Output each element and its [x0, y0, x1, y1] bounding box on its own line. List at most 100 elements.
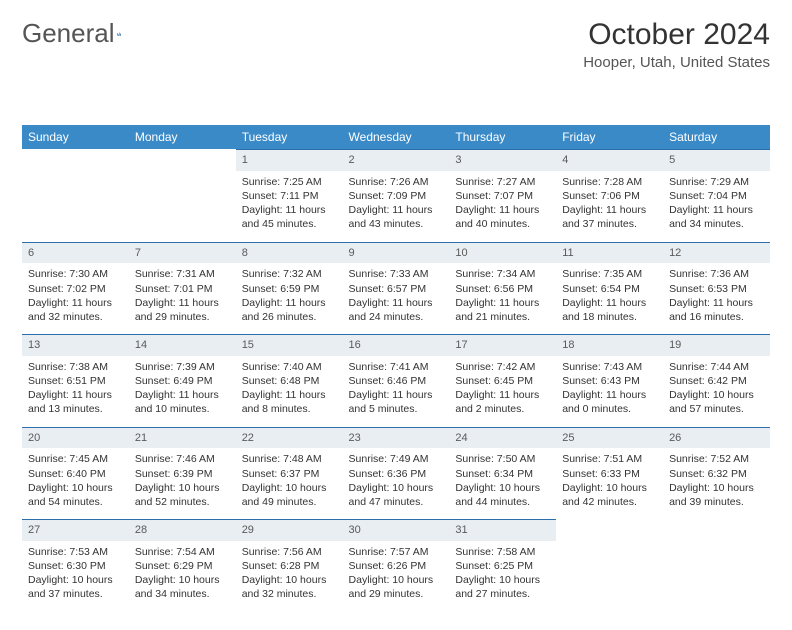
day-number: 20 [22, 427, 129, 449]
day-content: Sunrise: 7:44 AMSunset: 6:42 PMDaylight:… [663, 356, 770, 427]
calendar-day-cell: 20Sunrise: 7:45 AMSunset: 6:40 PMDayligh… [22, 427, 129, 520]
calendar-week-row: 13Sunrise: 7:38 AMSunset: 6:51 PMDayligh… [22, 334, 770, 427]
calendar-day-cell: 21Sunrise: 7:46 AMSunset: 6:39 PMDayligh… [129, 427, 236, 520]
sunrise-text: Sunrise: 7:35 AM [562, 267, 657, 281]
sunset-text: Sunset: 6:57 PM [349, 282, 444, 296]
sunrise-text: Sunrise: 7:28 AM [562, 175, 657, 189]
daylight-text: Daylight: 10 hours [562, 481, 657, 495]
daylight-text: and 34 minutes. [669, 217, 764, 231]
brand-part2: Blue [0, 84, 770, 115]
calendar-day-cell: 10Sunrise: 7:34 AMSunset: 6:56 PMDayligh… [449, 242, 556, 335]
day-number: 29 [236, 519, 343, 541]
day-content: Sunrise: 7:38 AMSunset: 6:51 PMDaylight:… [22, 356, 129, 427]
sunset-text: Sunset: 6:48 PM [242, 374, 337, 388]
day-content: Sunrise: 7:41 AMSunset: 6:46 PMDaylight:… [343, 356, 450, 427]
day-content: Sunrise: 7:30 AMSunset: 7:02 PMDaylight:… [22, 263, 129, 334]
daylight-text: and 49 minutes. [242, 495, 337, 509]
day-header: Saturday [663, 125, 770, 149]
day-content: Sunrise: 7:57 AMSunset: 6:26 PMDaylight:… [343, 541, 450, 612]
day-number: 5 [663, 149, 770, 171]
month-title: October 2024 [583, 18, 770, 52]
daylight-text: Daylight: 10 hours [455, 573, 550, 587]
day-header: Wednesday [343, 125, 450, 149]
calendar-day-cell: 26Sunrise: 7:52 AMSunset: 6:32 PMDayligh… [663, 427, 770, 520]
sunrise-text: Sunrise: 7:50 AM [455, 452, 550, 466]
day-header: Monday [129, 125, 236, 149]
calendar-day-cell: 23Sunrise: 7:49 AMSunset: 6:36 PMDayligh… [343, 427, 450, 520]
sunrise-text: Sunrise: 7:51 AM [562, 452, 657, 466]
daylight-text: and 29 minutes. [349, 587, 444, 601]
day-content: Sunrise: 7:42 AMSunset: 6:45 PMDaylight:… [449, 356, 556, 427]
day-number: 17 [449, 334, 556, 356]
day-content: Sunrise: 7:27 AMSunset: 7:07 PMDaylight:… [449, 171, 556, 242]
daylight-text: Daylight: 10 hours [135, 481, 230, 495]
daylight-text: Daylight: 11 hours [242, 296, 337, 310]
calendar-day-cell: 5Sunrise: 7:29 AMSunset: 7:04 PMDaylight… [663, 149, 770, 242]
daylight-text: Daylight: 11 hours [242, 203, 337, 217]
daylight-text: and 2 minutes. [455, 402, 550, 416]
daylight-text: Daylight: 10 hours [242, 573, 337, 587]
day-content: Sunrise: 7:54 AMSunset: 6:29 PMDaylight:… [129, 541, 236, 612]
daylight-text: and 10 minutes. [135, 402, 230, 416]
daylight-text: and 52 minutes. [135, 495, 230, 509]
day-number: 11 [556, 242, 663, 264]
daylight-text: and 32 minutes. [242, 587, 337, 601]
sunrise-text: Sunrise: 7:30 AM [28, 267, 123, 281]
sunrise-text: Sunrise: 7:58 AM [455, 545, 550, 559]
day-content: Sunrise: 7:52 AMSunset: 6:32 PMDaylight:… [663, 448, 770, 519]
day-number: 24 [449, 427, 556, 449]
calendar-day-cell: 29Sunrise: 7:56 AMSunset: 6:28 PMDayligh… [236, 519, 343, 612]
sunset-text: Sunset: 6:39 PM [135, 467, 230, 481]
daylight-text: and 16 minutes. [669, 310, 764, 324]
day-number: 19 [663, 334, 770, 356]
day-content: Sunrise: 7:50 AMSunset: 6:34 PMDaylight:… [449, 448, 556, 519]
day-number: 21 [129, 427, 236, 449]
day-content: Sunrise: 7:53 AMSunset: 6:30 PMDaylight:… [22, 541, 129, 612]
daylight-text: and 24 minutes. [349, 310, 444, 324]
daylight-text: and 32 minutes. [28, 310, 123, 324]
day-content: Sunrise: 7:33 AMSunset: 6:57 PMDaylight:… [343, 263, 450, 334]
day-content: Sunrise: 7:28 AMSunset: 7:06 PMDaylight:… [556, 171, 663, 242]
sunset-text: Sunset: 6:37 PM [242, 467, 337, 481]
daylight-text: Daylight: 10 hours [28, 573, 123, 587]
daylight-text: and 44 minutes. [455, 495, 550, 509]
sunset-text: Sunset: 6:49 PM [135, 374, 230, 388]
day-content: Sunrise: 7:51 AMSunset: 6:33 PMDaylight:… [556, 448, 663, 519]
calendar-day-cell: 2Sunrise: 7:26 AMSunset: 7:09 PMDaylight… [343, 149, 450, 242]
calendar-day-cell: 1Sunrise: 7:25 AMSunset: 7:11 PMDaylight… [236, 149, 343, 242]
day-number: 9 [343, 242, 450, 264]
daylight-text: and 47 minutes. [349, 495, 444, 509]
sunrise-text: Sunrise: 7:52 AM [669, 452, 764, 466]
day-number: 16 [343, 334, 450, 356]
title-block: October 2024 Hooper, Utah, United States [583, 18, 770, 71]
calendar-day-cell [129, 149, 236, 242]
calendar-day-cell [556, 519, 663, 612]
calendar-day-cell: 16Sunrise: 7:41 AMSunset: 6:46 PMDayligh… [343, 334, 450, 427]
daylight-text: and 29 minutes. [135, 310, 230, 324]
sunrise-text: Sunrise: 7:25 AM [242, 175, 337, 189]
day-number: 4 [556, 149, 663, 171]
daylight-text: Daylight: 11 hours [669, 296, 764, 310]
daylight-text: Daylight: 10 hours [28, 481, 123, 495]
sunrise-text: Sunrise: 7:29 AM [669, 175, 764, 189]
sunrise-text: Sunrise: 7:53 AM [28, 545, 123, 559]
day-content: Sunrise: 7:40 AMSunset: 6:48 PMDaylight:… [236, 356, 343, 427]
sunrise-text: Sunrise: 7:26 AM [349, 175, 444, 189]
sunset-text: Sunset: 6:25 PM [455, 559, 550, 573]
daylight-text: and 13 minutes. [28, 402, 123, 416]
daylight-text: Daylight: 11 hours [28, 388, 123, 402]
daylight-text: Daylight: 11 hours [562, 203, 657, 217]
sunset-text: Sunset: 7:01 PM [135, 282, 230, 296]
sunset-text: Sunset: 6:28 PM [242, 559, 337, 573]
sunrise-text: Sunrise: 7:34 AM [455, 267, 550, 281]
calendar-page: General October 2024 Hooper, Utah, Unite… [0, 0, 792, 630]
day-header: Friday [556, 125, 663, 149]
daylight-text: Daylight: 11 hours [455, 296, 550, 310]
sunrise-text: Sunrise: 7:44 AM [669, 360, 764, 374]
sunset-text: Sunset: 6:59 PM [242, 282, 337, 296]
daylight-text: and 8 minutes. [242, 402, 337, 416]
calendar-day-cell: 18Sunrise: 7:43 AMSunset: 6:43 PMDayligh… [556, 334, 663, 427]
daylight-text: and 40 minutes. [455, 217, 550, 231]
day-number: 13 [22, 334, 129, 356]
daylight-text: and 34 minutes. [135, 587, 230, 601]
